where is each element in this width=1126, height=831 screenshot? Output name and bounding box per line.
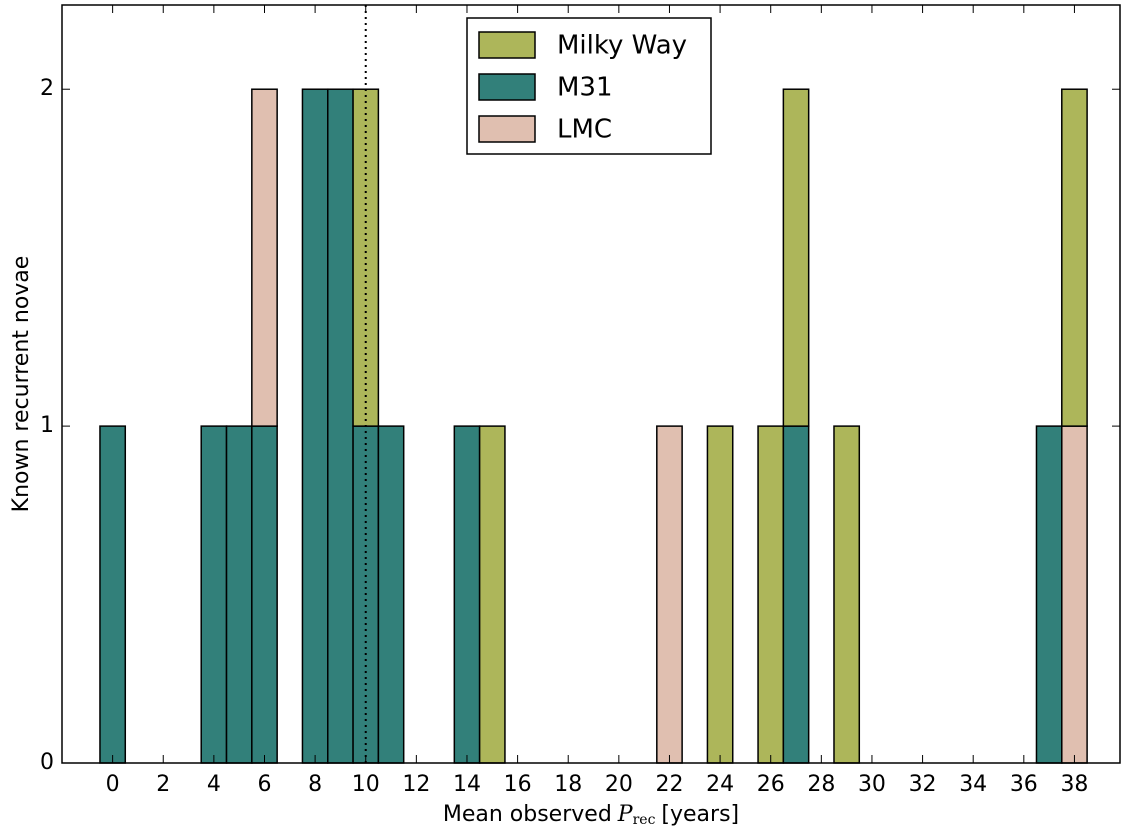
bar	[478, 425, 506, 764]
bar	[377, 425, 405, 764]
x-label-symbol: P	[617, 802, 634, 827]
bar	[301, 88, 329, 764]
y-tick-label: 0	[40, 750, 54, 775]
legend-swatch	[478, 31, 536, 59]
bar	[453, 425, 481, 764]
bar	[757, 425, 785, 764]
x-tick-label: 30	[858, 772, 886, 797]
x-label-subscript: rec	[633, 812, 656, 828]
bar	[1035, 425, 1063, 764]
x-tick-label: 20	[605, 772, 633, 797]
bar	[833, 425, 861, 764]
bar	[327, 88, 354, 764]
x-tick-label: 10	[352, 772, 380, 797]
legend-swatch	[478, 115, 536, 143]
x-tick-label: 16	[504, 772, 532, 797]
legend: Milky Way M31 LMC	[466, 17, 712, 155]
x-label-suffix: [years]	[661, 802, 739, 827]
x-tick-label: 22	[655, 772, 683, 797]
x-tick-label: 18	[554, 772, 582, 797]
bar	[782, 88, 810, 427]
plot-frame	[61, 4, 1121, 764]
bar	[1061, 88, 1088, 427]
legend-label: LMC	[557, 115, 612, 145]
bar	[706, 425, 734, 764]
x-axis-label: Mean observed Prec [years]	[443, 802, 739, 828]
x-tick-label: 38	[1060, 772, 1088, 797]
x-tick-label: 26	[757, 772, 785, 797]
bar	[99, 425, 127, 764]
x-tick-label: 14	[453, 772, 481, 797]
bar	[251, 88, 278, 427]
x-label-prefix: Mean observed	[443, 802, 612, 827]
x-tick-label: 8	[308, 772, 322, 797]
x-tick-label: 32	[909, 772, 937, 797]
legend-label: M31	[557, 73, 613, 103]
x-tick-label: 6	[257, 772, 271, 797]
bar	[1061, 425, 1088, 764]
x-tick-label: 0	[106, 772, 120, 797]
y-tick-label: 2	[40, 76, 54, 101]
x-tick-label: 12	[402, 772, 430, 797]
bar	[200, 425, 228, 764]
bar	[782, 425, 810, 764]
legend-swatch	[478, 73, 536, 101]
y-axis-label: Known recurrent novae	[9, 256, 34, 513]
x-tick-label: 4	[207, 772, 221, 797]
y-tick-label: 1	[40, 413, 54, 438]
x-tick-label: 28	[807, 772, 835, 797]
x-tick-label: 2	[156, 772, 170, 797]
bar	[251, 425, 278, 764]
legend-label: Milky Way	[557, 31, 687, 61]
bar	[225, 425, 253, 764]
x-tick-label: 24	[706, 772, 734, 797]
bar	[656, 425, 683, 764]
x-tick-label: 36	[1010, 772, 1038, 797]
x-tick-label: 34	[959, 772, 987, 797]
